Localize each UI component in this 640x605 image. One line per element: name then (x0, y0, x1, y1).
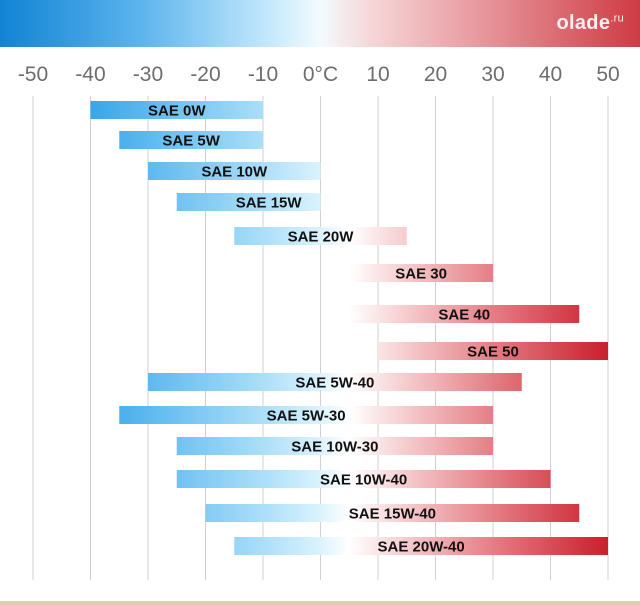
bar-label: SAE 5W (162, 133, 220, 150)
x-tick-label: -20 (190, 63, 220, 86)
range-bar (349, 264, 493, 282)
bottom-rule (0, 601, 640, 605)
x-tick-label: 50 (596, 63, 619, 86)
x-tick-label: 30 (481, 63, 504, 86)
range-bar (176, 193, 321, 211)
bar-label: SAE 20W (288, 229, 355, 246)
range-bar (349, 305, 580, 323)
header-gradient-bar: olade.ru (0, 0, 640, 47)
site-logo: olade.ru (557, 12, 625, 35)
bar-label: SAE 0W (148, 103, 206, 120)
range-bar (234, 227, 407, 245)
range-bar (176, 437, 493, 455)
bar-label: SAE 15W (236, 195, 303, 212)
bar-label: SAE 5W-40 (295, 375, 374, 392)
bar-label: SAE 20W-40 (378, 539, 465, 556)
x-tick-label: 40 (539, 63, 562, 86)
range-bar (119, 406, 493, 424)
bar-label: SAE 30 (395, 266, 447, 283)
x-tick-label: -30 (133, 63, 163, 86)
x-axis-ticks: -50 -40 -30 -20 -10 0°C 10 20 30 40 50 (18, 63, 620, 86)
bars (90, 101, 608, 555)
range-bar (234, 537, 608, 555)
x-tick-label: 20 (424, 63, 447, 86)
x-tick-label: -50 (18, 63, 48, 86)
range-bar (378, 342, 608, 360)
bar-label: SAE 15W-40 (349, 506, 436, 523)
bar-label: SAE 10W-40 (320, 472, 407, 489)
x-tick-label: 0°C (303, 63, 338, 86)
bar-label: SAE 10W (201, 164, 268, 181)
range-bar (148, 162, 321, 180)
bar-labels: SAE 0W SAE 5W SAE 10W SAE 15W SAE 20W SAE 30 S… (148, 103, 519, 556)
bar-label: SAE 5W-30 (267, 408, 346, 425)
bar-label: SAE 10W-30 (291, 439, 378, 456)
grid-lines (32, 96, 609, 580)
logo-tld: .ru (610, 12, 624, 25)
range-bar (90, 101, 263, 119)
range-bar (176, 470, 551, 488)
x-tick-label: 10 (366, 63, 389, 86)
logo-text: olade (556, 12, 611, 34)
range-bar (148, 373, 522, 391)
x-tick-label: -40 (75, 63, 105, 86)
x-tick-label: -10 (248, 63, 278, 86)
range-bar (205, 504, 580, 522)
bar-label: SAE 40 (438, 307, 490, 324)
range-bar (119, 131, 263, 149)
bar-label: SAE 50 (467, 344, 519, 361)
